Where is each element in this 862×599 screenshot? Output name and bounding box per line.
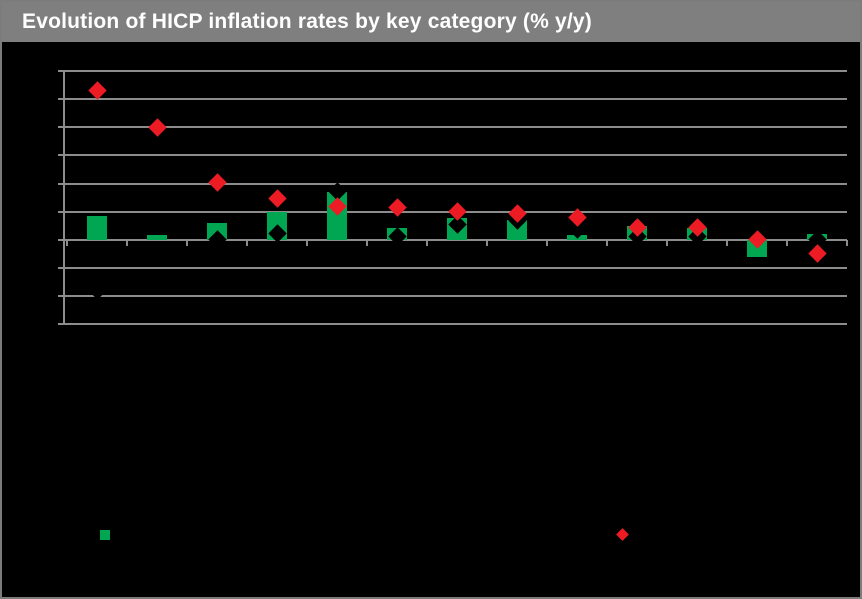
legend-green-bar-marker [100,530,110,540]
bar [87,215,107,240]
x-axis-tick [186,239,188,246]
x-axis-tick [426,239,428,246]
gridline [64,70,847,73]
y-axis-tick [58,323,64,325]
gridline [64,98,847,101]
y-axis-tick [58,98,64,101]
x-axis-tick [366,239,368,246]
gridline [64,182,847,185]
y-axis-tick [58,266,64,269]
x-axis-tick [66,239,68,246]
x-axis-tick [786,239,788,246]
y-axis-tick [58,126,64,129]
red-diamond-point [207,173,227,193]
gridline [64,126,847,129]
x-axis-tick [666,239,668,246]
red-diamond-point [807,244,827,263]
x-axis-tick [306,239,308,246]
gridline [64,154,847,157]
y-axis-tick [58,238,64,241]
y-axis [63,71,65,325]
gridline [64,294,847,297]
page-title: Evolution of HICP inflation rates by key… [22,10,592,33]
x-axis-tick [726,239,728,246]
title-bar: Evolution of HICP inflation rates by key… [2,2,860,42]
y-axis-tick [58,154,64,157]
y-axis-tick [58,182,64,185]
y-axis-tick [58,294,64,297]
gridline [64,238,847,241]
y-axis-tick [58,210,64,213]
red-diamond-point [387,197,407,217]
x-axis-tick [246,239,248,246]
bar [147,235,167,240]
red-diamond-point [87,81,107,100]
x-axis-tick [606,239,608,246]
gridline [64,323,847,325]
gridline [64,266,847,269]
x-axis-tick [846,239,848,246]
x-axis-tick [126,239,128,246]
x-axis-tick [546,239,548,246]
y-axis-tick [58,70,64,73]
x-axis-tick [486,239,488,246]
red-diamond-point [267,189,287,209]
red-diamond-point [147,118,167,137]
